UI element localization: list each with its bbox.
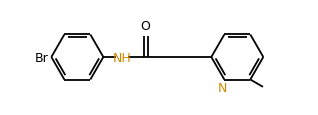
Text: Br: Br [35,51,49,64]
Text: O: O [141,20,151,33]
Text: NH: NH [112,51,131,64]
Text: N: N [218,81,227,94]
